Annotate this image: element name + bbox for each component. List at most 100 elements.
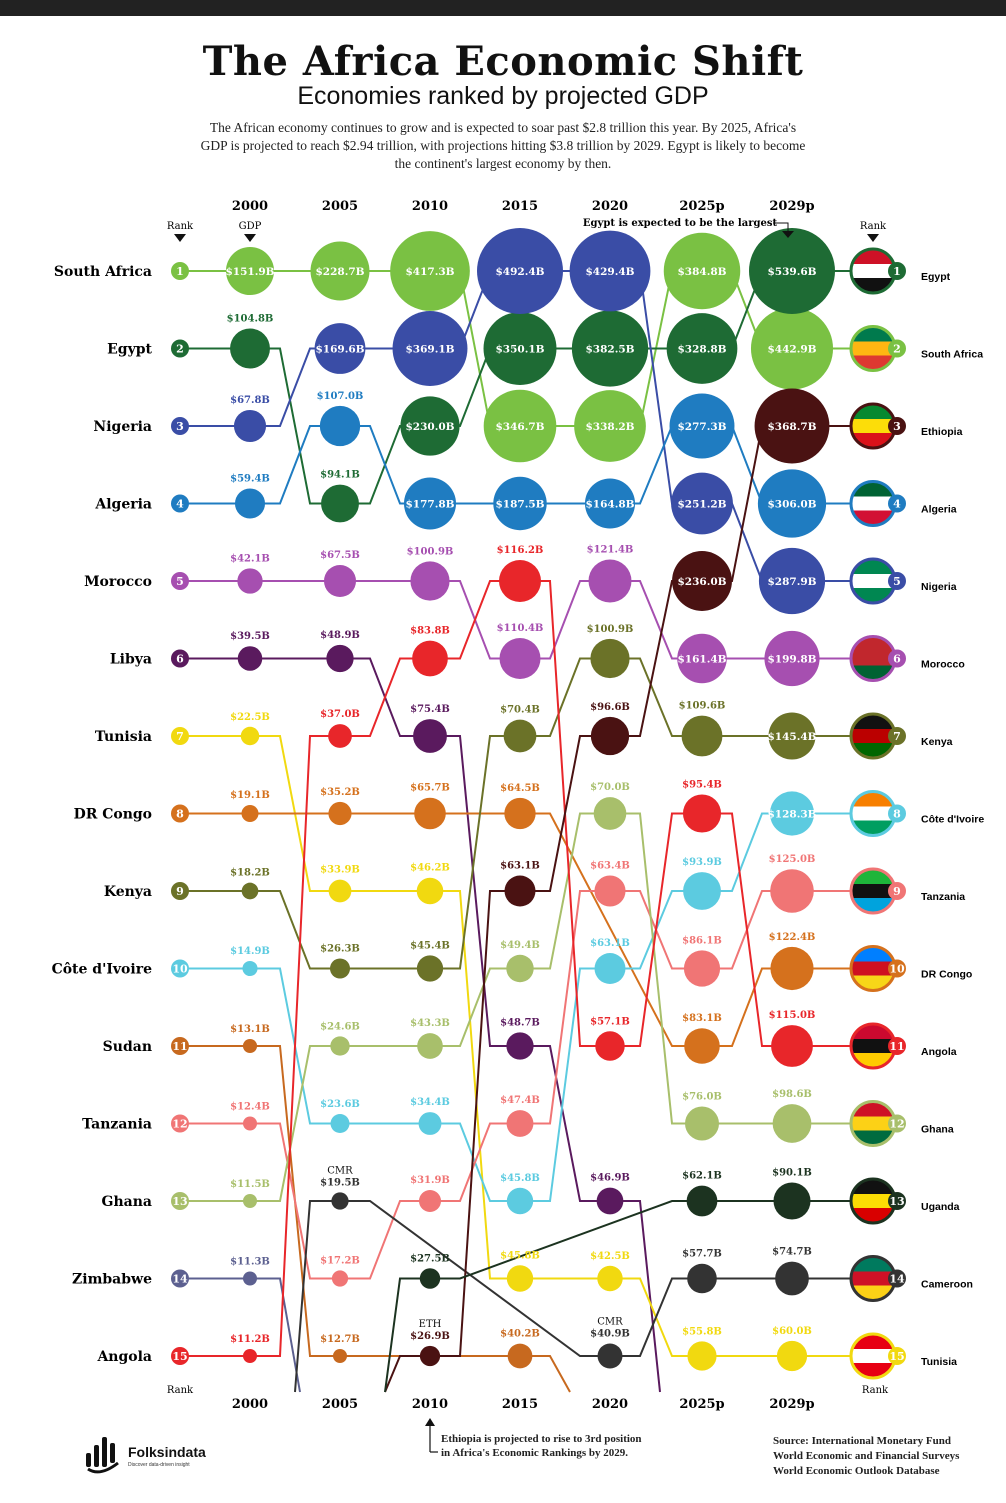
marker-cameroon-2029p — [775, 1261, 809, 1296]
marker-tanzania-2029p — [770, 869, 814, 913]
value-nigeria-2000: $67.8B — [230, 395, 270, 406]
marker-south-africa-2025p — [663, 232, 741, 310]
note-egypt-largest: Egypt is expected to be the largest — [583, 218, 778, 229]
marker-dr-congo-2005 — [328, 801, 352, 826]
value-sudan-2015: $40.2B — [500, 1329, 540, 1340]
right-rank-badge-egypt — [888, 262, 906, 280]
marker-kenya-2029p — [768, 712, 816, 760]
tunisia-flag-icon — [849, 1332, 897, 1380]
rank-badge-egypt — [171, 339, 189, 358]
right-rank-number-kenya: 7 — [893, 730, 901, 743]
right-rank-number-south-africa: 2 — [893, 343, 901, 356]
value-kenya-2025p: $109.6B — [679, 701, 726, 712]
value-egypt-2020: $382.5B — [585, 344, 634, 356]
right-rank-badge-nigeria — [888, 572, 906, 590]
right-country-label-dr-congo: DR Congo — [921, 969, 972, 981]
marker-angola-2000 — [243, 1349, 257, 1363]
rank-badge-ghana — [171, 1192, 189, 1210]
value-ethiopia-2010: $26.9B — [410, 1331, 450, 1342]
right-country-label-c-te-d-ivoire: Côte d'Ivoire — [921, 814, 984, 826]
source-note: Source: International Monetary Fund Worl… — [773, 1434, 959, 1479]
marker-kenya-2015 — [503, 719, 537, 753]
value-libya-2005: $48.9B — [320, 630, 360, 641]
marker-kenya-2005 — [329, 958, 351, 979]
value-tanzania-2005: $17.2B — [320, 1255, 360, 1266]
marker-angola-2010 — [412, 640, 448, 677]
value-kenya-2029p: $145.4B — [767, 731, 816, 743]
value-egypt-2029p: $539.6B — [767, 266, 816, 278]
ethiopia-annotation: Ethiopia is projected to rise to 3rd pos… — [441, 1432, 642, 1460]
source-line-3: World Economic Outlook Database — [773, 1465, 940, 1477]
right-country-label-kenya: Kenya — [921, 736, 953, 748]
marker-dr-congo-2015 — [504, 797, 536, 830]
country-label-zimbabwe: Zimbabwe — [72, 1272, 152, 1288]
source-line-1: Source: International Monetary Fund — [773, 1435, 951, 1447]
marker-algeria-2015 — [493, 476, 547, 531]
marker-morocco-2020 — [588, 559, 632, 603]
marker-egypt-2005 — [321, 484, 359, 523]
marker-c-te-d-ivoire-2020 — [594, 953, 626, 984]
value-ethiopia-2025p: $236.0B — [677, 576, 726, 588]
rank-number-angola: 15 — [172, 1350, 187, 1363]
rank-badge-sudan — [171, 1037, 189, 1055]
marker-ghana-2000 — [243, 1194, 257, 1208]
right-rank-badge-tunisia — [888, 1347, 906, 1365]
value-nigeria-2029p: $287.9B — [767, 576, 816, 588]
value-morocco-2000: $42.1B — [230, 553, 270, 564]
ethiopia-note-line-2: in Africa's Economic Rankings by 2029. — [441, 1447, 629, 1459]
marker-tanzania-2010 — [418, 1189, 442, 1213]
marker-tunisia-2020 — [597, 1265, 623, 1292]
country-label-nigeria: Nigeria — [93, 419, 152, 435]
marker-dr-congo-2010 — [414, 797, 446, 830]
value-south-africa-2025p: $384.8B — [677, 266, 726, 278]
year-footer-2005: 2005 — [322, 1397, 358, 1412]
marker-tunisia-2025p — [687, 1341, 717, 1371]
right-country-label-tanzania: Tanzania — [921, 891, 965, 903]
marker-nigeria-2005 — [314, 323, 366, 374]
ethiopia-note-line-1: Ethiopia is projected to rise to 3rd pos… — [441, 1433, 642, 1445]
right-rank-number-cameroon: 14 — [889, 1273, 905, 1286]
right-rank-number-nigeria: 5 — [893, 575, 901, 588]
value-uganda-2025p: $62.1B — [682, 1171, 722, 1182]
marker-egypt-2015 — [483, 312, 557, 385]
right-country-label-south-africa: South Africa — [921, 349, 983, 361]
value-south-africa-2015: $346.7B — [495, 421, 544, 433]
note-arrow-icon — [782, 231, 794, 238]
marker-libya-2020 — [596, 1187, 624, 1215]
angola-flag-icon — [849, 1022, 897, 1070]
value-south-africa-2005: $228.7B — [315, 266, 364, 278]
south-africa-flag-icon — [849, 325, 897, 372]
marker-south-africa-2029p — [750, 307, 834, 390]
value-tunisia-2005: $33.9B — [320, 865, 360, 876]
marker-south-africa-2015 — [483, 389, 557, 463]
country-label-angola: Angola — [96, 1349, 152, 1365]
marker-uganda-2025p — [686, 1185, 718, 1217]
value-ethiopia-2020: $96.6B — [590, 702, 630, 713]
value-cameroon-2025p: $57.7B — [682, 1249, 722, 1260]
country-label-libya: Libya — [110, 652, 152, 668]
value-kenya-2010: $45.4B — [410, 940, 450, 951]
year-header-2005: 2005 — [322, 199, 358, 214]
marker-morocco-2015 — [499, 638, 541, 679]
value-tanzania-2029p: $125.0B — [769, 854, 816, 865]
marker-dr-congo-2029p — [770, 946, 814, 991]
value-tunisia-2029p: $60.0B — [772, 1326, 812, 1337]
rank-badge-tunisia — [171, 727, 189, 745]
value-algeria-2010: $177.8B — [405, 499, 454, 511]
rank-badge-tanzania — [171, 1114, 189, 1133]
marker-c-te-d-ivoire-2029p — [769, 791, 815, 836]
series-markers — [171, 228, 906, 1380]
value-ghana-2029p: $98.6B — [772, 1089, 812, 1100]
marker-egypt-2010 — [400, 396, 460, 456]
country-label-tanzania: Tanzania — [82, 1117, 152, 1133]
page-subtitle: Economies ranked by projected GDP — [297, 82, 709, 110]
rank-badge-south-africa — [171, 262, 189, 280]
rank-header-right: Rank — [860, 221, 887, 232]
right-rank-badge-dr-congo — [888, 959, 906, 978]
value-dr-congo-2005: $35.2B — [320, 787, 360, 798]
gdp-header: GDP — [239, 221, 262, 232]
marker-libya-2010 — [413, 719, 447, 753]
year-footer-2010: 2010 — [412, 1397, 448, 1412]
value-ghana-2005: $24.6B — [320, 1021, 360, 1032]
marker-ethiopia-2029p — [754, 388, 830, 464]
